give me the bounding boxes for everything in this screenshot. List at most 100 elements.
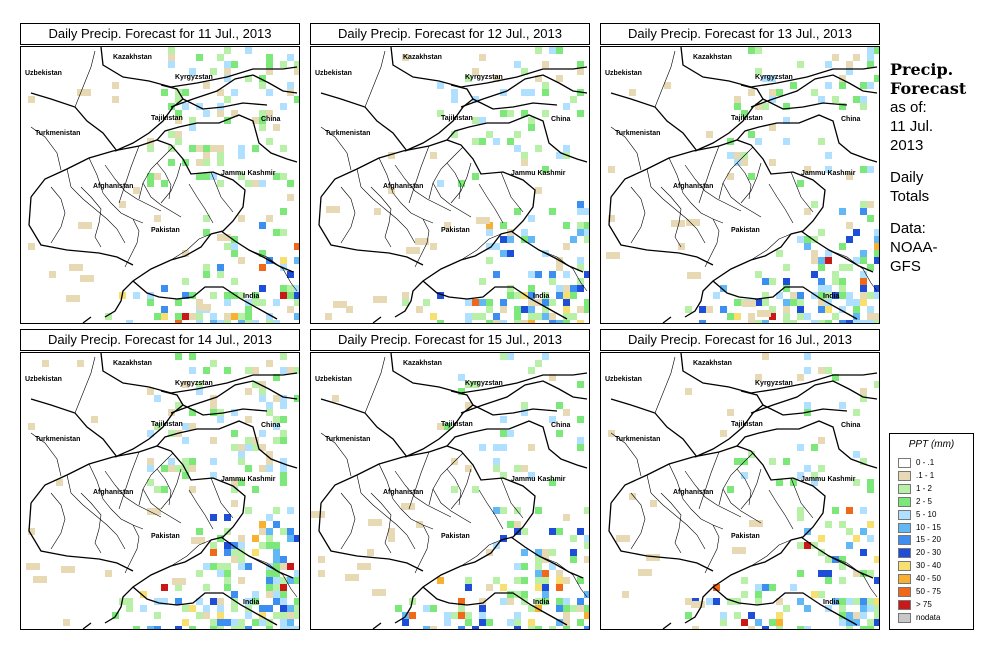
- precip-cell: [472, 313, 479, 320]
- precip-cell: [465, 577, 472, 584]
- precip-cell: [245, 598, 252, 605]
- boundary-line: [30, 432, 62, 477]
- precip-cell: [273, 584, 280, 591]
- precip-cell: [790, 299, 797, 306]
- boundary-line: [394, 470, 452, 518]
- precip-cell: [479, 444, 486, 451]
- precip-cell: [465, 612, 472, 619]
- precip-cell: [535, 570, 542, 577]
- precip-cell: [860, 166, 867, 173]
- precip-cell: [874, 292, 879, 299]
- legend-item: 15 - 20: [898, 535, 970, 546]
- precip-cell: [500, 430, 507, 437]
- country-label: Tajikistan: [151, 115, 183, 122]
- precip-cell: [486, 229, 493, 236]
- precip-cell: [238, 173, 245, 180]
- precip-cell: [699, 306, 706, 313]
- precip-cell: [755, 103, 762, 110]
- precip-cell: [846, 320, 853, 323]
- precip-cell: [867, 479, 874, 486]
- precip-cell: [535, 563, 542, 570]
- boundary-line: [450, 162, 472, 204]
- precip-cell: [762, 626, 769, 629]
- precip-cell: [867, 605, 874, 612]
- precip-cell: [825, 257, 832, 264]
- precip-cell: [224, 563, 231, 570]
- precip-cell: [189, 124, 196, 131]
- precip-cell: [535, 313, 542, 320]
- precip-cell: [521, 528, 528, 535]
- precip-cell: [825, 292, 832, 299]
- precip-cell: [430, 605, 437, 612]
- precip-cell: [245, 465, 252, 472]
- country-label: Uzbekistan: [315, 70, 352, 77]
- precip-cell: [210, 472, 217, 479]
- country-label: Tajikistan: [731, 115, 763, 122]
- precip-cell: [245, 388, 252, 395]
- precip-cell: [161, 486, 168, 493]
- precip-cell: [287, 367, 294, 374]
- precip-cell: [797, 507, 804, 514]
- precip-cell: [203, 152, 210, 159]
- precip-cell: [423, 605, 430, 612]
- precip-cell: [182, 278, 189, 285]
- boundary-line: [182, 98, 268, 110]
- legend-item: 0 - .1: [898, 458, 970, 469]
- precip-cell: [874, 229, 879, 236]
- precip-cell: [867, 306, 874, 313]
- precip-cell: [846, 612, 853, 619]
- precip-cell: [874, 556, 879, 563]
- precip-cell: [196, 159, 203, 166]
- precip-cell: [479, 138, 486, 145]
- precip-cell: [584, 556, 589, 563]
- country-label: Turkmenistan: [615, 130, 660, 137]
- precip-cell: [231, 542, 238, 549]
- legend-swatch: [898, 483, 911, 494]
- precip-cell: [528, 236, 535, 243]
- precip-cell: [839, 320, 846, 323]
- precip-cell: [458, 388, 465, 395]
- precip-cell: [189, 409, 196, 416]
- precip-cell: [867, 61, 874, 68]
- data-source-line2: GFS: [890, 258, 921, 275]
- daily-label: Daily: [890, 169, 924, 186]
- precip-cell: [493, 271, 500, 278]
- precip-cell: [577, 437, 584, 444]
- boundary-line: [170, 74, 298, 108]
- precip-cell: [500, 598, 507, 605]
- precip-cell: [430, 626, 437, 629]
- precip-cell: [507, 110, 514, 117]
- precip-cell: [797, 570, 804, 577]
- precip-cell: [266, 619, 273, 626]
- country-label: China: [841, 422, 861, 429]
- precip-cell: [203, 82, 210, 89]
- precip-cell: [374, 208, 381, 215]
- precip-cell: [790, 479, 797, 486]
- boundary-line: [142, 182, 182, 218]
- precip-cell: [584, 626, 589, 629]
- forecast-panel-15-jul: Daily Precip. Forecast for 15 Jul., 2013…: [310, 329, 590, 630]
- precip-cell: [182, 437, 189, 444]
- precip-cell: [458, 605, 465, 612]
- precip-cell: [147, 465, 154, 472]
- precip-cell: [692, 626, 699, 629]
- precip-cell: [210, 292, 217, 299]
- precip-cell: [507, 521, 514, 528]
- precip-cell: [860, 208, 867, 215]
- precip-cell: [521, 110, 528, 117]
- precip-cell: [224, 47, 231, 54]
- boundary-line: [736, 114, 878, 163]
- precip-cell: [493, 138, 500, 145]
- precip-cell: [444, 619, 451, 626]
- precip-cell: [853, 299, 860, 306]
- legend-label: > 75: [916, 599, 932, 609]
- boundary-line: [378, 157, 434, 224]
- country-label: Jammu Kashmir: [801, 476, 856, 483]
- precip-cell: [252, 598, 259, 605]
- precip-cell: [811, 479, 818, 486]
- precip-cell: [720, 306, 727, 313]
- precip-cell: [231, 89, 238, 96]
- precip-cell: [542, 299, 549, 306]
- precip-cell: [140, 605, 147, 612]
- precip-cell: [825, 82, 832, 89]
